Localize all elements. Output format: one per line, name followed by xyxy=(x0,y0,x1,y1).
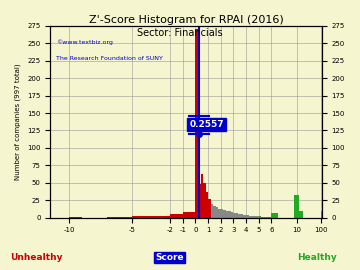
Bar xyxy=(145,216,158,218)
Text: ©www.textbiz.org: ©www.textbiz.org xyxy=(56,39,113,45)
Text: Healthy: Healthy xyxy=(297,253,337,262)
Bar xyxy=(158,215,170,218)
Bar xyxy=(213,206,216,218)
Bar xyxy=(248,215,251,218)
Bar xyxy=(206,192,208,218)
Bar xyxy=(238,214,241,218)
Bar xyxy=(226,211,228,218)
Bar xyxy=(231,212,233,218)
Text: Sector: Financials: Sector: Financials xyxy=(137,28,223,38)
Text: Unhealthy: Unhealthy xyxy=(10,253,62,262)
Bar xyxy=(203,183,206,218)
Bar xyxy=(266,217,269,218)
Bar xyxy=(223,210,226,218)
Bar xyxy=(107,217,120,218)
Bar xyxy=(241,214,243,218)
Bar xyxy=(198,184,201,218)
Bar xyxy=(218,209,221,218)
Bar xyxy=(216,207,218,218)
Bar xyxy=(261,217,264,218)
Bar xyxy=(228,211,231,218)
Bar xyxy=(195,29,198,218)
Bar xyxy=(208,199,211,218)
Bar xyxy=(256,216,258,218)
Bar xyxy=(183,212,195,218)
Bar xyxy=(258,216,261,218)
Text: 0.2557: 0.2557 xyxy=(189,120,224,129)
Bar xyxy=(170,214,183,218)
Bar xyxy=(236,214,238,218)
Bar xyxy=(251,215,253,218)
Bar xyxy=(253,216,256,218)
Text: The Research Foundation of SUNY: The Research Foundation of SUNY xyxy=(56,56,163,62)
Bar xyxy=(221,209,223,218)
Bar xyxy=(132,216,145,218)
Bar xyxy=(69,217,82,218)
Bar xyxy=(201,174,203,218)
Text: Score: Score xyxy=(155,253,184,262)
Bar xyxy=(269,217,271,218)
Bar xyxy=(243,215,246,218)
Bar xyxy=(294,195,299,218)
Bar xyxy=(211,204,213,218)
Bar xyxy=(271,213,278,218)
Bar xyxy=(233,213,236,218)
Y-axis label: Number of companies (997 total): Number of companies (997 total) xyxy=(15,63,22,180)
Bar xyxy=(264,217,266,218)
Title: Z'-Score Histogram for RPAI (2016): Z'-Score Histogram for RPAI (2016) xyxy=(89,15,283,25)
Bar xyxy=(246,215,248,218)
Bar xyxy=(299,211,303,218)
Bar xyxy=(120,217,132,218)
Bar xyxy=(321,211,322,218)
